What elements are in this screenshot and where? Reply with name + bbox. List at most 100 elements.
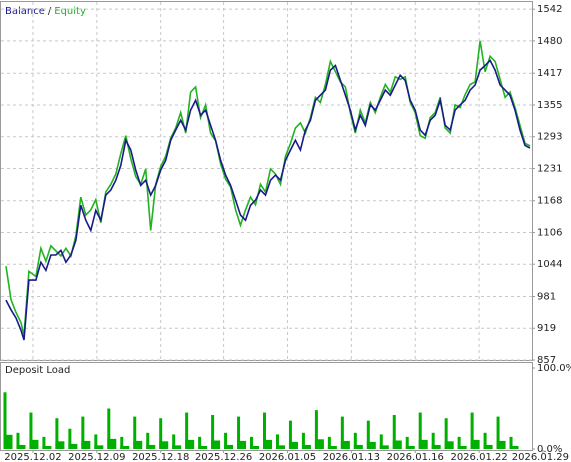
load-bar	[16, 432, 20, 449]
y-tick-label: 1480	[537, 36, 562, 47]
load-bar	[250, 436, 254, 449]
x-tick-label: 2025.12.09	[68, 452, 125, 462]
load-bar-base	[301, 444, 311, 449]
load-bar-base	[366, 441, 376, 449]
load-bar	[288, 420, 292, 449]
load-bar	[483, 432, 487, 449]
load-bar-base	[275, 445, 285, 449]
load-bar	[3, 392, 7, 449]
y-tick-label: 1044	[537, 259, 562, 270]
load-bar	[418, 412, 422, 449]
load-bar-base	[81, 440, 91, 449]
load-bar	[185, 412, 189, 449]
x-tick-label: 2026.01.29	[512, 452, 569, 462]
x-tick-label: 2025.12.18	[132, 452, 189, 462]
load-bar	[159, 418, 163, 449]
load-bar	[457, 436, 461, 449]
load-bar-base	[146, 444, 156, 449]
x-tick-label: 2026.01.05	[259, 452, 316, 462]
load-bar-base	[16, 444, 26, 449]
load-bar-base	[120, 445, 130, 449]
y-tick-label: 1293	[537, 132, 562, 143]
load-bar-base	[55, 441, 65, 449]
load-bar-base	[94, 445, 104, 449]
load-bar-base	[340, 440, 350, 449]
load-bar-base	[457, 445, 467, 449]
legend: Balance / Equity	[5, 6, 86, 17]
load-bar-base	[263, 439, 273, 449]
legend-balance: Balance	[5, 6, 45, 17]
load-bar	[198, 436, 202, 449]
load-bar	[263, 412, 267, 449]
load-bar	[146, 432, 150, 449]
load-bar	[405, 436, 409, 449]
load-title: Deposit Load	[5, 365, 70, 376]
load-bar	[470, 412, 474, 449]
load-bar	[133, 416, 137, 449]
y-tick-label: 1168	[537, 196, 562, 207]
y-tick-label: 1542	[537, 4, 562, 15]
y-tick-label: 1106	[537, 227, 562, 238]
load-bar	[509, 436, 513, 449]
x-tick-label: 2026.01.16	[387, 452, 444, 462]
load-bar	[301, 432, 305, 449]
load-bar-base	[185, 439, 195, 449]
y-tick-label: 1355	[537, 100, 562, 111]
load-bar	[172, 434, 176, 449]
load-bar-base	[288, 441, 298, 449]
load-bar	[120, 436, 124, 449]
load-bar	[29, 412, 33, 449]
y-tick-label: 981	[537, 291, 556, 302]
load-bar-base	[509, 445, 519, 449]
load-bar-base	[314, 439, 324, 449]
load-bar	[353, 432, 357, 449]
load-bar	[94, 434, 98, 449]
load-bar	[340, 416, 344, 449]
load-bar	[379, 434, 383, 449]
legend-separator: /	[48, 6, 52, 17]
load-bar-base	[353, 444, 363, 449]
x-tick-label: 2025.12.26	[195, 452, 252, 462]
load-bar-base	[29, 439, 39, 449]
load-bar	[237, 416, 241, 449]
main-panel	[0, 1, 533, 361]
load-bar-base	[42, 445, 52, 449]
load-bar-base	[224, 444, 234, 449]
load-bar	[55, 418, 59, 449]
load-bar-base	[133, 440, 143, 449]
load-bar	[107, 408, 111, 449]
load-bar	[444, 418, 448, 449]
load-bar-base	[211, 440, 221, 449]
load-bar	[81, 416, 85, 449]
load-bar-base	[405, 445, 415, 449]
y-tick-label: 100.0%	[537, 363, 571, 374]
load-bar-base	[172, 445, 182, 449]
load-bar	[496, 416, 500, 449]
load-bar	[327, 436, 331, 449]
load-bar-base	[107, 438, 117, 449]
load-bar-base	[3, 434, 13, 449]
load-bar-base	[198, 445, 208, 449]
y-tick-label: 919	[537, 323, 556, 334]
legend-equity: Equity	[54, 6, 86, 17]
load-bar-base	[159, 441, 169, 449]
load-bar	[42, 436, 46, 449]
load-bar-base	[392, 440, 402, 449]
load-bar-base	[68, 443, 78, 449]
load-bar	[275, 434, 279, 449]
load-bar-base	[327, 445, 337, 449]
x-tick-label: 2026.01.13	[323, 452, 380, 462]
y-tick-label: 1417	[537, 68, 562, 79]
load-bar	[431, 432, 435, 449]
load-bar-base	[483, 444, 493, 449]
load-bar	[392, 414, 396, 449]
y-tick-label: 857	[537, 355, 556, 366]
series-line	[5, 59, 531, 341]
load-bar-base	[470, 439, 480, 449]
load-bar-base	[250, 445, 260, 449]
load-bar	[68, 428, 72, 449]
load-bar-base	[418, 439, 428, 449]
load-bar	[211, 414, 215, 449]
y-tick-label: 0.0%	[537, 444, 562, 455]
